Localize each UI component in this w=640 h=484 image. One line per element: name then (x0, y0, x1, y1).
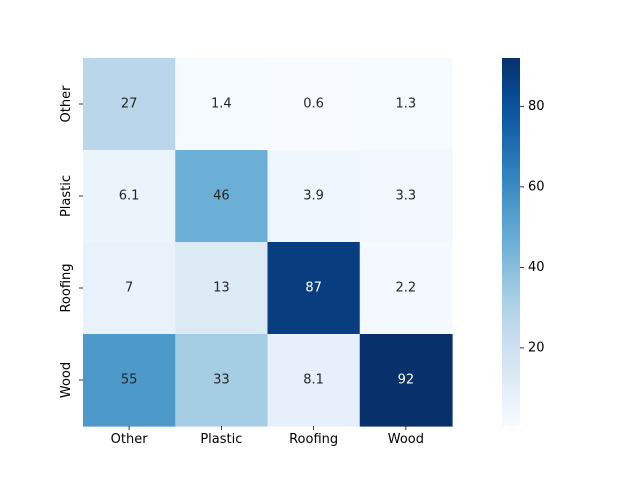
heatmap-cell-label-2-1: 13 (213, 281, 230, 296)
heatmap-cell-label-3-3: 92 (398, 373, 415, 388)
heatmap-cell-3-1 (175, 334, 269, 427)
x-tick-label-0: Other (111, 432, 149, 447)
colorbar-tick-label-1: 40 (528, 260, 545, 275)
y-axis: Other Plastic Roofing Wood (59, 85, 83, 398)
colorbar: 20 40 60 80 (502, 58, 545, 426)
heatmap-cell-label-3-1: 33 (213, 373, 230, 388)
heatmap-cells (83, 58, 453, 427)
heatmap-cell-2-3 (359, 242, 453, 335)
x-tick-label-3: Wood (388, 432, 424, 447)
colorbar-tick-label-0: 20 (528, 340, 545, 355)
heatmap-cell-1-0 (83, 150, 176, 243)
heatmap-cell-0-0 (83, 58, 176, 151)
heatmap-cell-1-3 (359, 150, 453, 243)
heatmap-cell-3-3 (359, 334, 453, 427)
heatmap-cell-label-2-0: 7 (125, 281, 133, 296)
heatmap-cell-3-2 (267, 334, 361, 427)
heatmap-cell-label-1-2: 3.9 (303, 189, 324, 204)
heatmap-cell-0-3 (359, 58, 453, 151)
heatmap-cell-label-1-1: 46 (213, 189, 230, 204)
y-tick-label-0: Other (59, 85, 74, 123)
heatmap-cell-1-1 (175, 150, 269, 243)
heatmap-cell-1-2 (267, 150, 361, 243)
heatmap-cell-2-0 (83, 242, 176, 335)
heatmap-cell-labels: 27 1.4 0.6 1.3 6.1 46 3.9 3.3 7 13 87 2.2 55 33 8.1 92 (119, 97, 416, 388)
heatmap-cell-0-1 (175, 58, 269, 151)
heatmap-cell-label-1-3: 3.3 (396, 189, 417, 204)
x-axis: Other Plastic Roofing Wood (111, 426, 424, 447)
heatmap-cell-2-2 (267, 242, 361, 335)
heatmap-cell-label-0-3: 1.3 (396, 97, 417, 112)
colorbar-tick-label-2: 60 (528, 179, 545, 194)
y-tick-label-3: Wood (59, 362, 74, 398)
x-tick-label-1: Plastic (200, 432, 242, 447)
colorbar-gradient (502, 58, 520, 426)
heatmap-cell-label-1-0: 6.1 (119, 189, 140, 204)
x-tick-label-2: Roofing (289, 432, 338, 447)
y-tick-label-2: Roofing (59, 263, 74, 312)
heatmap-cell-label-2-2: 87 (305, 281, 322, 296)
heatmap-cell-3-0 (83, 334, 176, 427)
heatmap-cell-label-3-2: 8.1 (303, 373, 324, 388)
heatmap-cell-label-0-2: 0.6 (303, 97, 324, 112)
heatmap-cell-label-0-1: 1.4 (211, 97, 232, 112)
colorbar-tick-label-3: 80 (528, 99, 545, 114)
heatmap-cell-label-0-0: 27 (121, 97, 138, 112)
heatmap-cell-2-1 (175, 242, 269, 335)
heatmap-cell-0-2 (267, 58, 361, 151)
heatmap-cell-label-2-3: 2.2 (396, 281, 417, 296)
heatmap-cell-label-3-0: 55 (121, 373, 138, 388)
y-tick-label-1: Plastic (59, 175, 74, 217)
